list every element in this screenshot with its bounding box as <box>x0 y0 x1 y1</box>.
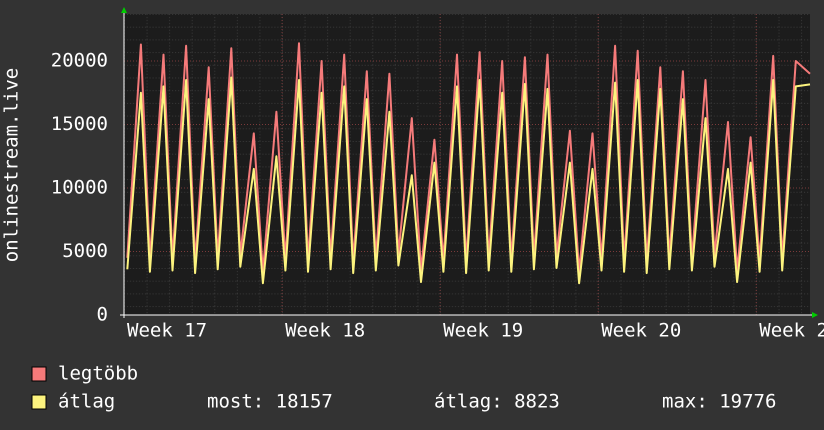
y-tick-label: 10000 <box>51 176 108 198</box>
y-tick-label: 15000 <box>51 113 108 135</box>
x-tick-label: Week 18 <box>285 320 365 342</box>
series-line <box>126 76 811 285</box>
legend-label: legtöbb <box>58 363 138 385</box>
stat: most: 18157 <box>207 391 333 413</box>
y-tick-label: 0 <box>97 304 108 326</box>
stat: max: 19776 <box>662 391 776 413</box>
axis-arrow <box>121 7 127 13</box>
legend-swatch <box>31 394 47 410</box>
axis-arrow <box>812 312 818 318</box>
x-tick-label: Week 21 <box>759 320 824 342</box>
lines <box>126 42 811 285</box>
x-tick-label: Week 17 <box>127 320 207 342</box>
legend: legtöbb átlag most: 18157 átlag: 8823 max: 1… <box>31 363 776 413</box>
tick-labels: 0 5000 10000 15000 20000 Week 17 Week 18 Week 1… <box>51 49 824 341</box>
legend-label: átlag <box>58 391 115 413</box>
y-axis-label: onlinestream.live <box>1 68 23 262</box>
x-tick-label: Week 20 <box>601 320 681 342</box>
stat: átlag: 8823 <box>434 391 560 413</box>
legend-swatch <box>31 366 47 382</box>
y-tick-label: 20000 <box>51 49 108 71</box>
y-tick-label: 5000 <box>62 240 108 262</box>
x-tick-label: Week 19 <box>443 320 523 342</box>
